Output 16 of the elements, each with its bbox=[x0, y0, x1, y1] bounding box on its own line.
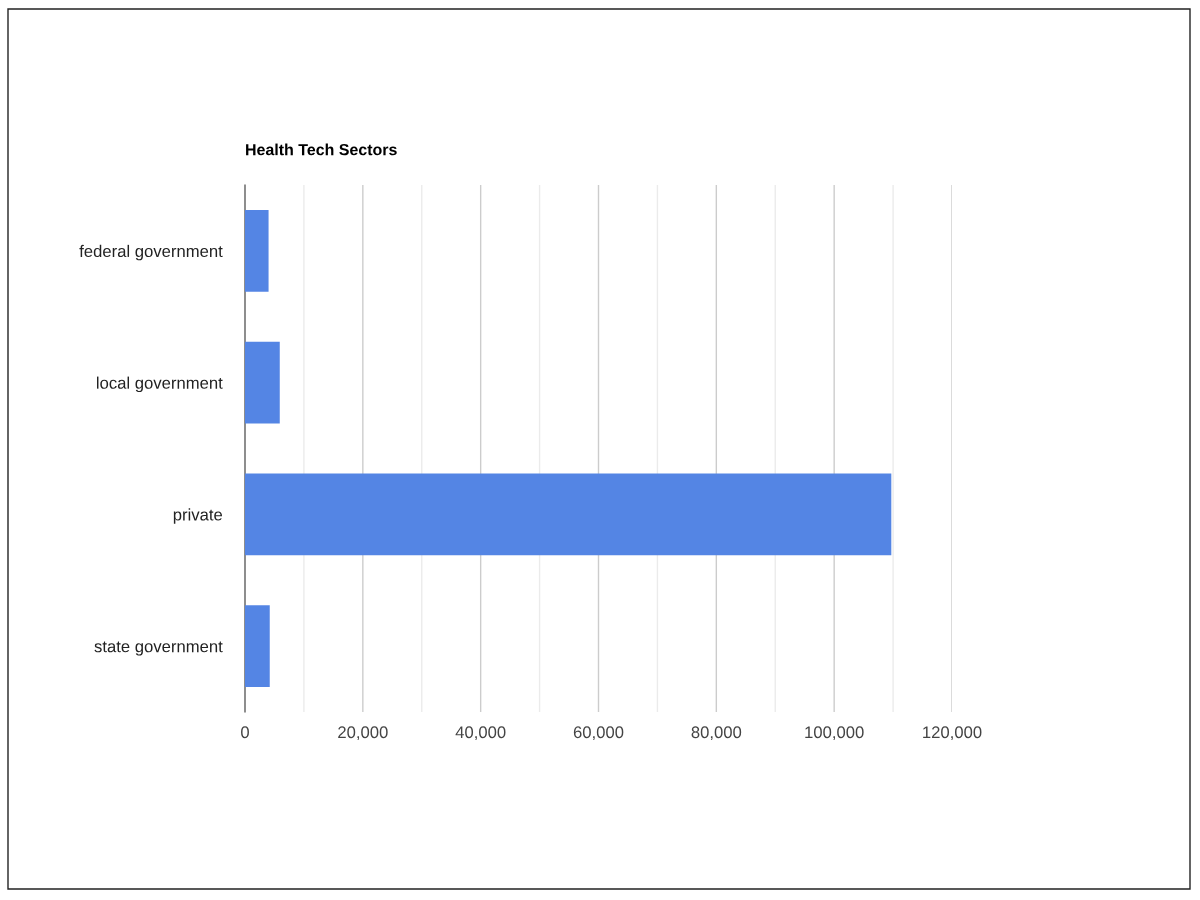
bar bbox=[245, 473, 892, 556]
x-tick-label: 120,000 bbox=[923, 726, 982, 741]
x-tick-label: 0 bbox=[241, 726, 249, 739]
x-tick-label: 80,000 bbox=[691, 726, 742, 741]
chart-title: Health Tech Sectors bbox=[246, 143, 397, 156]
y-tick-label: federal government bbox=[79, 244, 223, 261]
bar bbox=[245, 210, 269, 292]
y-tick-label: state government bbox=[94, 641, 223, 656]
x-tick-label: 20,000 bbox=[338, 726, 388, 741]
y-tick-label: local government bbox=[96, 376, 223, 393]
x-tick-label: 60,000 bbox=[573, 726, 624, 741]
x-tick-label: 100,000 bbox=[805, 726, 864, 741]
y-tick-label: private bbox=[173, 508, 223, 524]
bar bbox=[245, 605, 270, 687]
bar bbox=[245, 341, 280, 424]
x-tick-label: 40,000 bbox=[455, 726, 506, 741]
